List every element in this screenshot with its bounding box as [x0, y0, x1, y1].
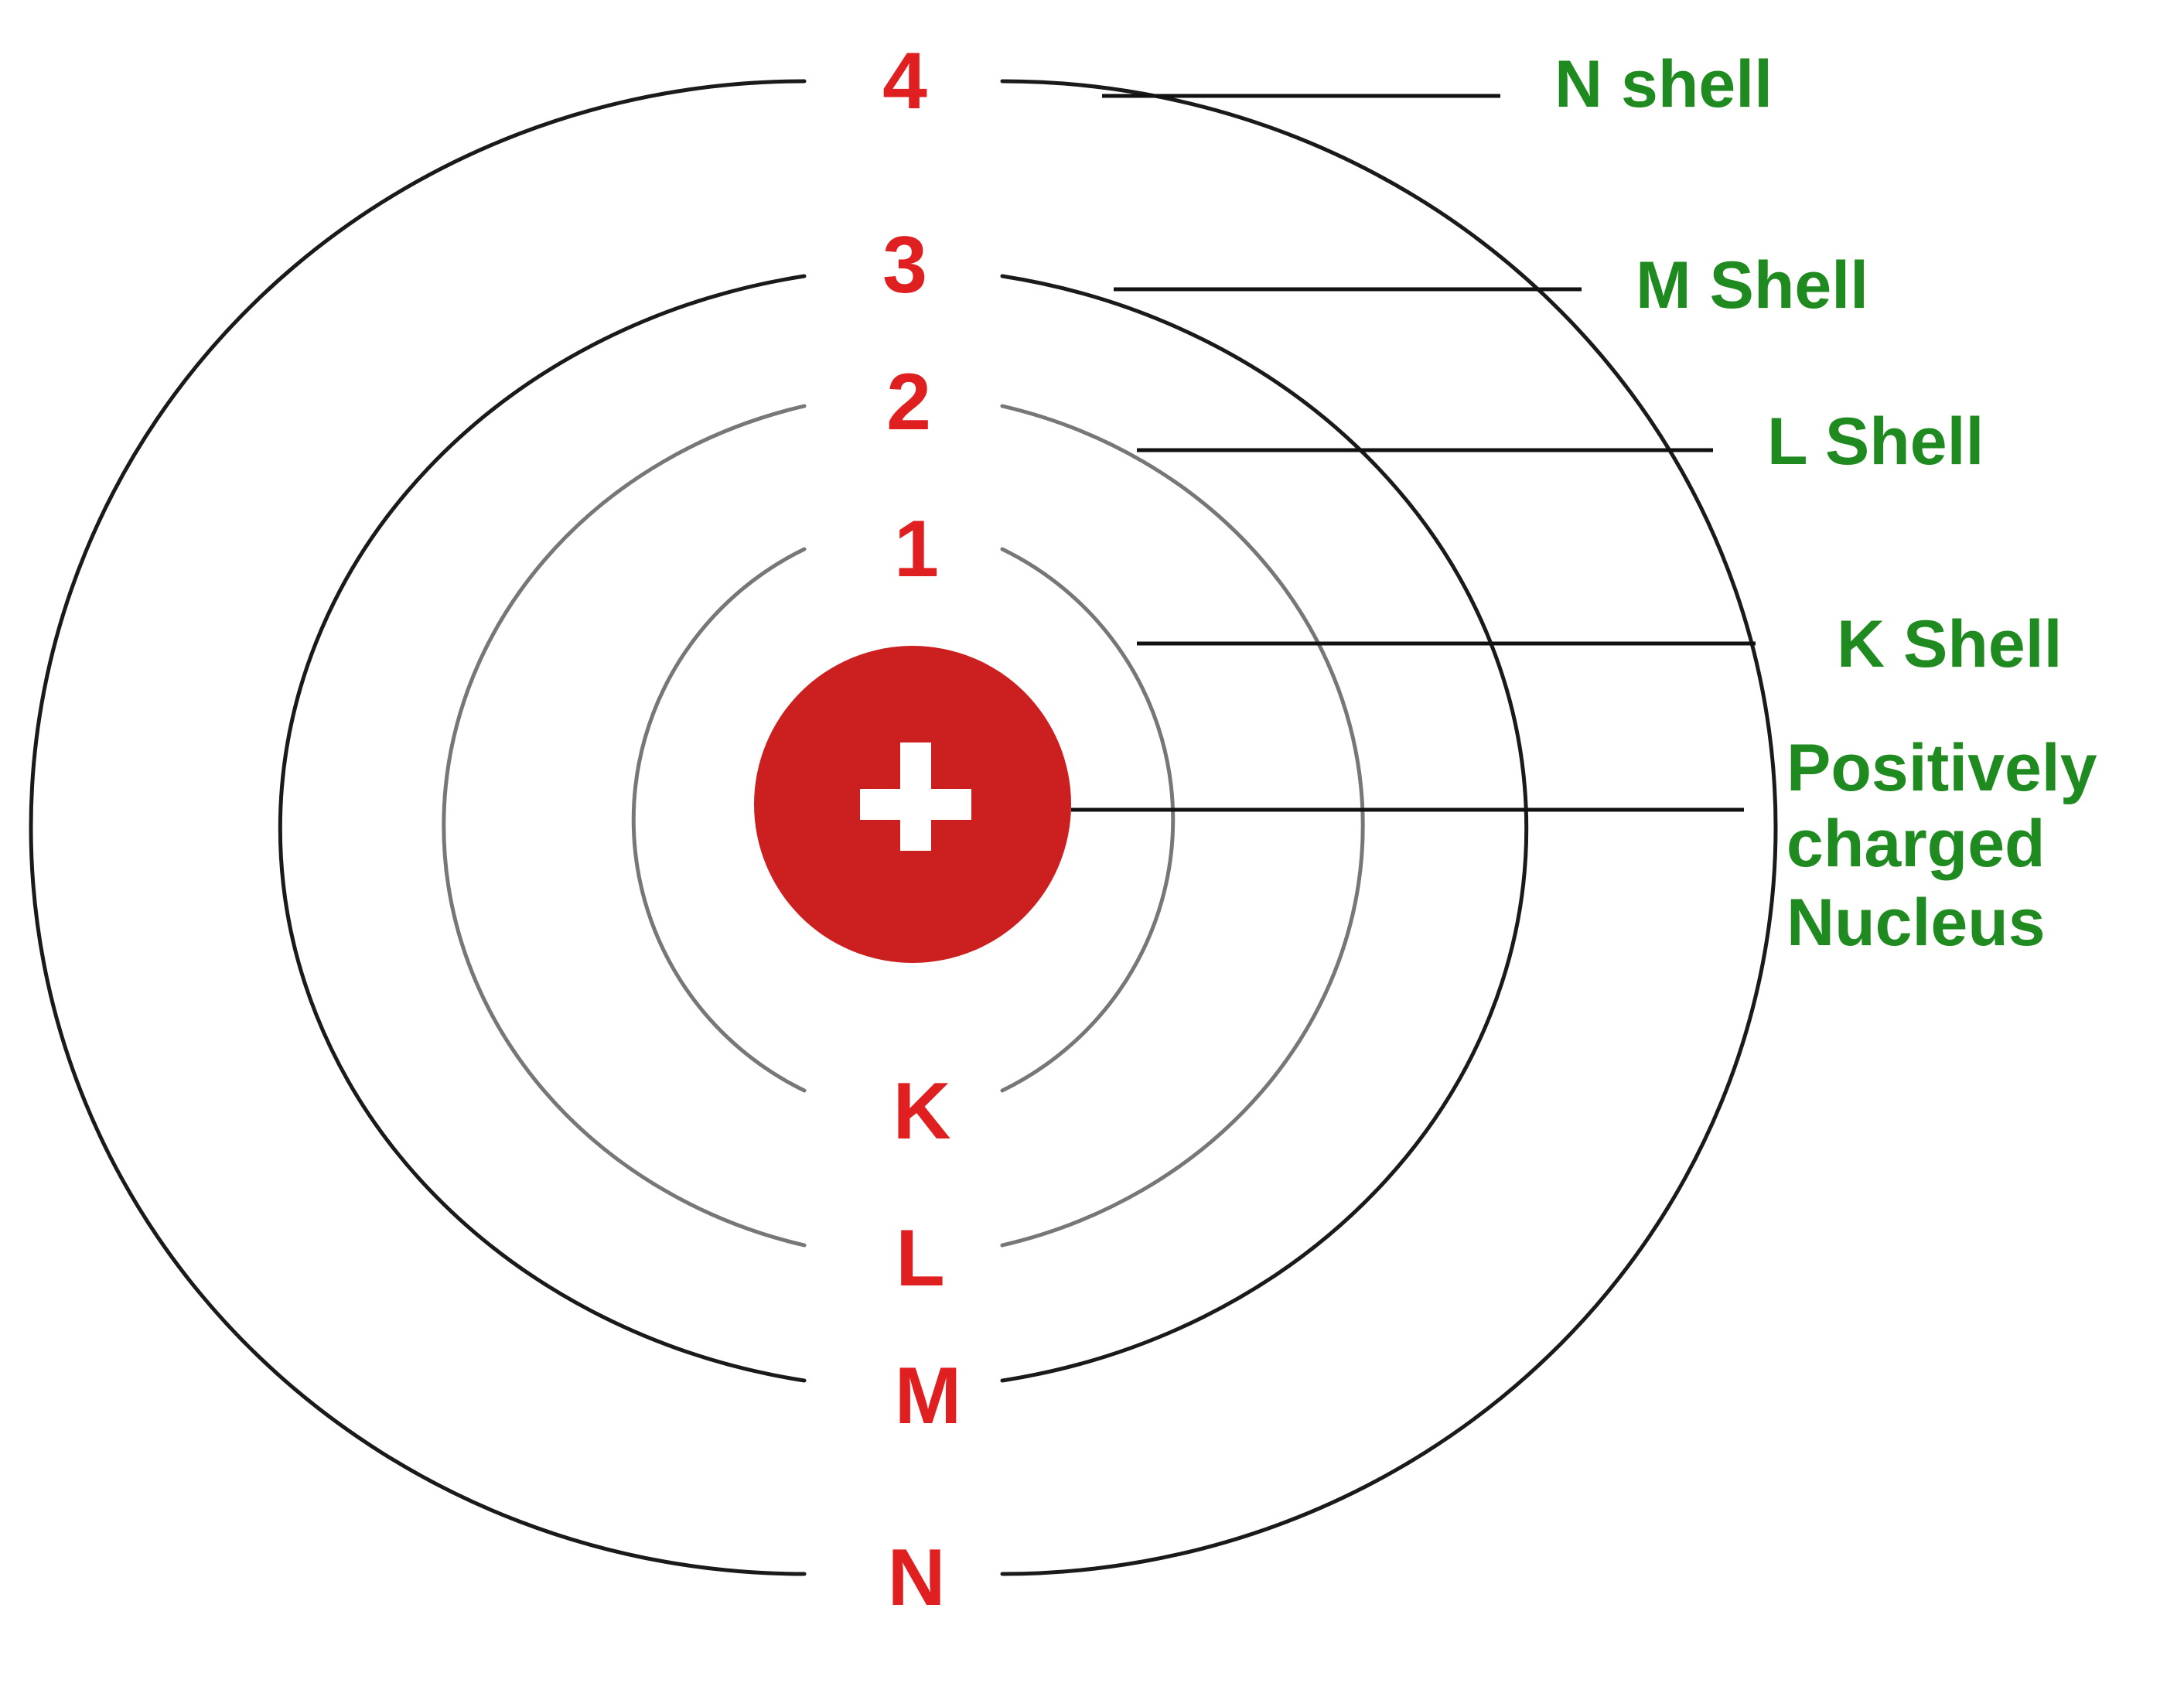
m-shell-right-arc	[1000, 274, 1529, 1383]
shell-letter-m: M	[895, 1351, 962, 1441]
k-shell-left-arc	[631, 547, 807, 1093]
l-shell-left-arc	[442, 404, 807, 1248]
shell-number-4: 4	[882, 36, 927, 126]
l-shell-right-arc	[1000, 404, 1365, 1248]
plus-vertical	[900, 742, 931, 851]
k-shell-right-arc	[1000, 547, 1176, 1093]
m-shell-left-arc	[278, 274, 807, 1383]
shell-number-2: 2	[886, 357, 931, 447]
shell-name-k: K Shell	[1837, 607, 2063, 681]
shell-number-3: 3	[882, 220, 927, 310]
shell-letter-labels: K L M N	[887, 1067, 961, 1623]
shell-name-labels: N shell M Shell L Shell K Shell	[1554, 47, 2063, 681]
shell-name-m: M Shell	[1636, 248, 1868, 323]
shell-name-n: N shell	[1554, 47, 1773, 121]
nucleus-label: Positively charged Nucleus	[1786, 731, 2097, 960]
shell-name-l: L Shell	[1767, 405, 1984, 479]
shell-number-labels: 4 3 2 1	[882, 36, 939, 594]
nucleus-label-line-2: charged	[1786, 807, 2046, 881]
n-shell-left-arc	[29, 79, 807, 1576]
shell-rings	[29, 79, 1778, 1576]
shell-letter-k: K	[892, 1067, 950, 1156]
nucleus-label-line-3: Nucleus	[1786, 886, 2046, 960]
nucleus-label-line-1: Positively	[1786, 731, 2097, 805]
shell-letter-l: L	[896, 1214, 945, 1303]
shell-number-1: 1	[894, 504, 939, 594]
nucleus	[754, 646, 1071, 963]
shell-letter-n: N	[887, 1533, 945, 1623]
n-shell-right-arc	[1000, 79, 1778, 1576]
leader-lines	[1071, 94, 1756, 812]
